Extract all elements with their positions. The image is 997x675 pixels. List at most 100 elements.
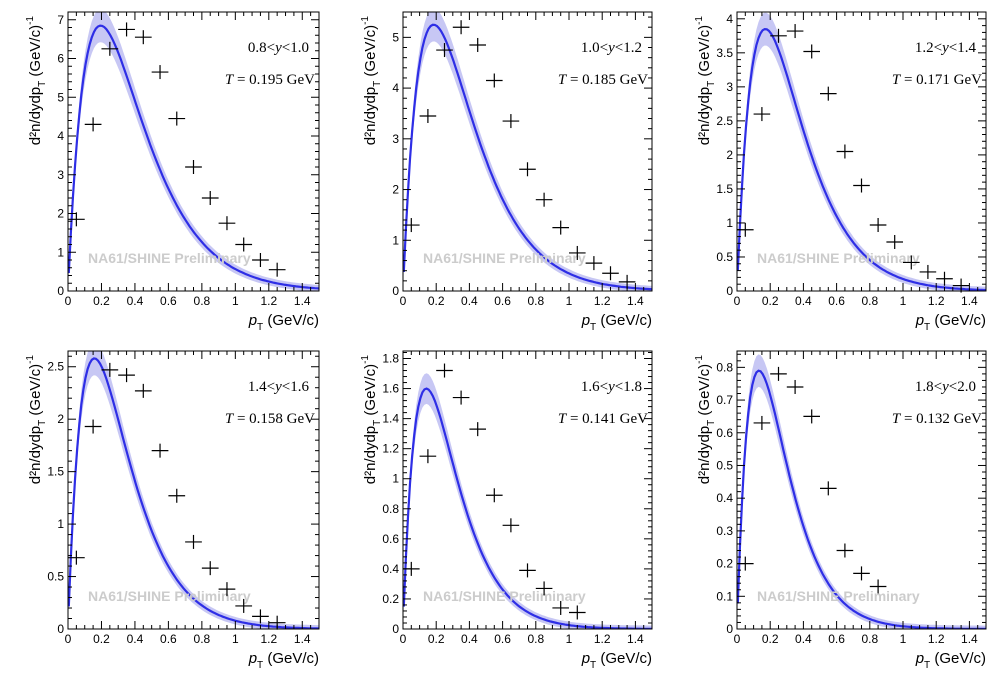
temperature-label: T = 0.158 GeV: [225, 411, 315, 427]
data-point: [452, 390, 470, 405]
data-point: [201, 191, 219, 205]
data-point: [403, 218, 420, 233]
data-point: [569, 245, 586, 260]
x-tick-label: 1.4: [961, 632, 978, 646]
x-tick-label: 0.8: [861, 294, 878, 308]
data-point: [786, 24, 804, 39]
x-tick-label: 0.6: [494, 632, 511, 646]
rapidity-label: 1.0<y<1.2: [581, 40, 642, 56]
data-point: [218, 582, 236, 597]
x-tick-label: 1.2: [594, 632, 611, 646]
x-tick-label: 0.4: [127, 294, 144, 308]
uncertainty-band: [737, 12, 986, 291]
watermark-label: NA61/SHINE Preliminary: [88, 588, 251, 604]
x-tick-label: 0: [734, 294, 741, 308]
y-tick-label: 1.6: [382, 382, 399, 396]
data-point: [134, 383, 152, 398]
data-point: [502, 114, 520, 129]
x-tick-label: 1.4: [961, 294, 978, 308]
y-tick-label: 0.1: [716, 589, 733, 603]
watermark-label: NA61/SHINE Preliminary: [757, 250, 920, 266]
panel-6: NA61/SHINE Preliminary 0 0.2 0.4 0.6 0.8 1 1.2 1…: [694, 350, 987, 671]
y-tick-label: 3: [57, 168, 64, 182]
x-tick-label: 0.6: [160, 294, 177, 308]
data-point: [118, 368, 135, 383]
y-tick-label: 3.5: [716, 46, 733, 60]
data-point: [84, 419, 102, 434]
x-tick-label: 0.8: [194, 294, 211, 308]
data-point: [84, 117, 102, 132]
watermark-label: NA61/SHINE Preliminary: [423, 588, 586, 604]
panel-1: NA61/SHINE Preliminary 0 0.2 0.4 0.6 0.8 1 1.2 1…: [25, 11, 320, 333]
data-point: [602, 266, 619, 281]
x-tick-label: 0.4: [795, 632, 812, 646]
y-tick-label: 1: [57, 517, 64, 531]
data-point: [585, 256, 603, 271]
y-tick-label: 3: [726, 80, 733, 94]
x-axis-title: pT (GeV/c): [915, 650, 986, 671]
x-tick-label: 1: [900, 294, 907, 308]
x-tick-label: 0.4: [461, 294, 478, 308]
y-tick-label: 5: [57, 90, 64, 104]
y-axis-title: d²n/dydpT (GeV/c)-1: [694, 16, 717, 146]
y-tick-label: 2: [57, 207, 64, 221]
x-tick-label: 0.4: [795, 294, 812, 308]
uncertainty-band: [68, 12, 319, 291]
data-point: [252, 609, 269, 624]
data-point: [820, 481, 837, 496]
data-point: [803, 409, 820, 424]
x-tick-label: 1.4: [294, 294, 311, 308]
data-point: [853, 178, 870, 193]
rapidity-label: 0.8<y<1.0: [248, 40, 309, 56]
x-tick-label: 0.2: [762, 632, 779, 646]
data-point: [903, 255, 920, 270]
x-tick-label: 0.8: [194, 632, 211, 646]
x-axis-title: pT (GeV/c): [248, 650, 319, 671]
y-tick-label: 1: [392, 233, 399, 247]
data-point: [753, 415, 771, 430]
data-point: [869, 217, 887, 232]
data-point: [118, 22, 135, 37]
x-tick-label: 1.2: [260, 632, 277, 646]
x-tick-label: 0.4: [461, 632, 478, 646]
data-point: [618, 274, 636, 289]
x-tick-label: 1.2: [928, 294, 945, 308]
x-tick-label: 1.4: [294, 632, 311, 646]
data-point: [235, 237, 253, 252]
data-point: [101, 41, 119, 56]
x-tick-label: 0.6: [160, 632, 177, 646]
data-point: [936, 271, 953, 286]
y-tick-label: 0: [726, 284, 733, 298]
x-tick-label: 1.2: [594, 294, 611, 308]
uncertainty-band: [737, 354, 986, 629]
y-tick-label: 1: [392, 472, 399, 486]
y-tick-label: 1.8: [382, 352, 399, 366]
data-point: [218, 216, 236, 231]
data-point: [101, 362, 119, 377]
x-tick-label: 0: [734, 632, 741, 646]
x-tick-label: 0.6: [828, 632, 845, 646]
fit-curve: [68, 24, 319, 290]
watermark-label: NA61/SHINE Preliminary: [88, 250, 251, 266]
x-tick-label: 1.4: [627, 294, 644, 308]
y-tick-label: 4: [392, 81, 399, 95]
data-point: [753, 107, 771, 122]
y-tick-label: 0: [57, 284, 64, 298]
rapidity-label: 1.8<y<2.0: [915, 379, 976, 395]
y-tick-label: 7: [57, 13, 64, 27]
data-point: [552, 220, 569, 235]
data-point: [519, 162, 536, 177]
data-point: [919, 264, 937, 279]
rapidity-label: 1.2<y<1.4: [915, 40, 977, 56]
data-point: [151, 443, 169, 458]
data-point: [519, 563, 536, 578]
data-point: [436, 363, 453, 378]
data-point: [419, 108, 437, 123]
x-tick-label: 0.8: [527, 632, 544, 646]
y-tick-label: 3: [392, 132, 399, 146]
x-tick-label: 0.8: [527, 294, 544, 308]
panel-2: NA61/SHINE Preliminary 0 0.2 0.4 0.6 0.8 1 1.2 1…: [360, 11, 653, 333]
y-axis-title: d²n/dydpT (GeV/c)-1: [25, 16, 48, 146]
temperature-label: T = 0.141 GeV: [558, 411, 648, 427]
data-point: [569, 605, 586, 620]
